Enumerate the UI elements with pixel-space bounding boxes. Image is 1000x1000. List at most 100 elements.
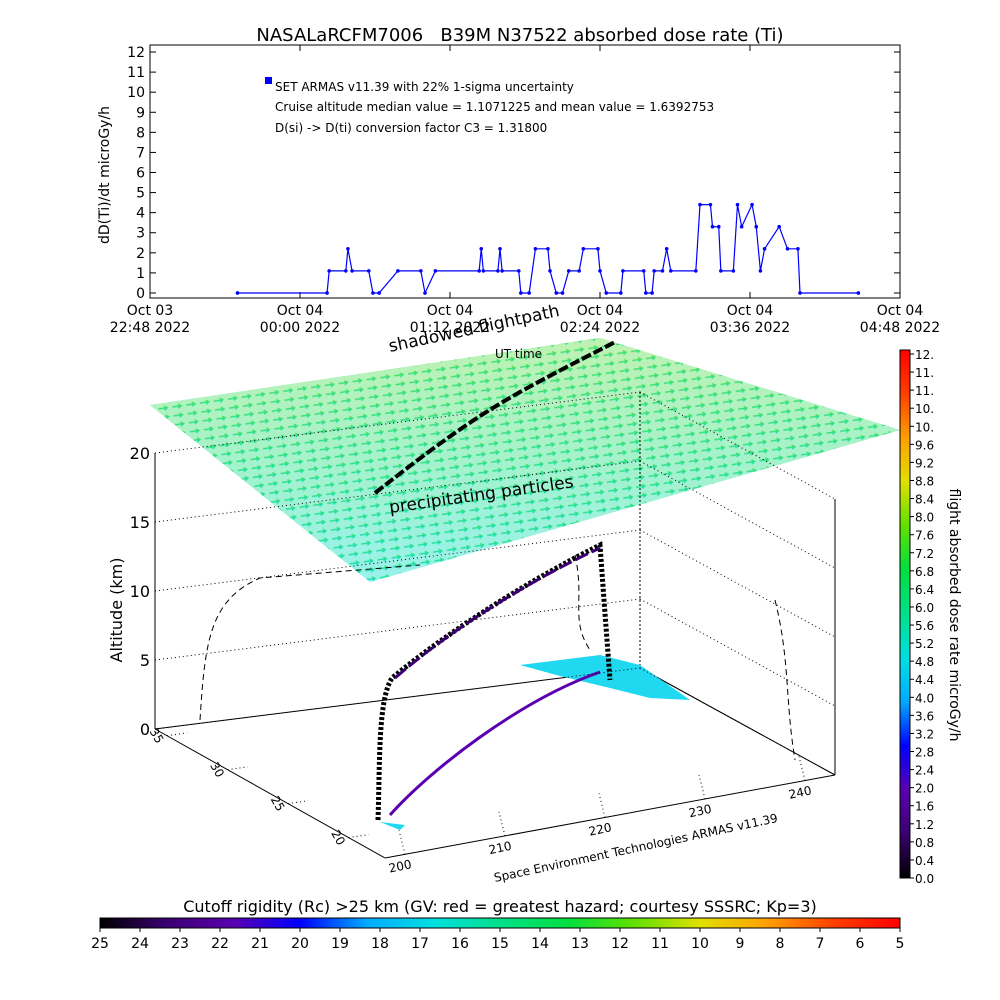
data-point [619, 291, 623, 295]
shadowed-flightpath [373, 340, 616, 495]
colorbar-tick-label: 24 [131, 936, 149, 952]
colorbar-tick-label: 3.6 [915, 709, 934, 723]
colorbar-tick-label: 0.0 [915, 872, 934, 886]
x-tick-label: 04:48 2022 [860, 320, 940, 336]
data-point [519, 291, 523, 295]
colorbar-tick-label: 6 [856, 936, 865, 952]
x-tick-label: 00:00 2022 [260, 320, 340, 336]
projection [774, 599, 796, 761]
y-tick-label: 25 [268, 794, 288, 814]
y-tick-label: 6 [136, 166, 145, 182]
colorbar-tick-label: 7.6 [915, 529, 934, 543]
colorbar-tick-label: 2.0 [915, 782, 934, 796]
data-point [669, 269, 673, 273]
y-tick-label: 2 [136, 246, 145, 262]
y-tick-label: 12 [127, 45, 145, 61]
y-tick-label: 5 [136, 186, 145, 202]
colorbar-tick-label: 8 [776, 936, 785, 952]
flightpath-color [394, 546, 601, 680]
y-tick-label: 35 [147, 726, 167, 746]
colorbar-tick-label: 8.8 [915, 474, 934, 488]
x-tick-label: Oct 03 [127, 303, 173, 319]
colorbar-tick-label: 4.4 [915, 673, 934, 687]
colorbar-tick-label: 8.4 [915, 493, 934, 507]
data-point [554, 291, 559, 295]
x-tick-label: 22:48 2022 [110, 320, 190, 336]
data-point [577, 269, 581, 273]
x-tick-label: 210 [488, 839, 513, 857]
x-tick-label: 200 [388, 857, 413, 875]
colorbar-tick-label: 5 [896, 936, 905, 952]
colorbar-tick-label: 12 [611, 936, 629, 952]
colorbar-tick-label: 12. [915, 348, 934, 362]
annotation: UT time [495, 347, 542, 361]
colorbar-tick-label: 10 [691, 936, 709, 952]
footer: Space Environment Technologies ARMAS v11… [493, 811, 779, 885]
colorbar-tick-label: 14 [531, 936, 549, 952]
data-point [498, 247, 502, 251]
colorbar-tick-label: 6.4 [915, 583, 934, 597]
data-point [566, 269, 571, 273]
data-point [581, 247, 586, 251]
colorbar-tick-label: 10. [915, 402, 934, 416]
colorbar-tick-label: 5.6 [915, 619, 934, 633]
projection [199, 564, 421, 721]
y-tick [348, 834, 369, 839]
cutoff-region [520, 655, 690, 700]
data-point [710, 224, 715, 229]
colorbar-tick-label: 10. [915, 420, 934, 434]
scene [150, 338, 900, 859]
z-grid [639, 529, 836, 638]
x-tick-label: Oct 04 [427, 303, 474, 319]
colorbar-tick-label: 19 [331, 936, 349, 952]
z-grid [154, 460, 641, 523]
x-tick-label: Oct 04 [727, 303, 774, 319]
data-point [796, 247, 800, 251]
data-point [479, 247, 484, 251]
data-point [739, 224, 744, 229]
data-point [344, 269, 348, 273]
x-tick-label: 01:12 2022 [410, 320, 490, 336]
colorbar-tick-label: 9.6 [915, 438, 934, 452]
data-point [621, 269, 625, 273]
annotation: Cruise altitude median value = 1.1071225… [275, 100, 714, 114]
data-point [604, 291, 609, 295]
cutoff-region [380, 822, 405, 830]
colorbar-tick-label: 15 [491, 936, 509, 952]
ground-track [388, 670, 601, 816]
legend-marker [265, 77, 272, 84]
colorbar [99, 917, 901, 929]
y-tick-label: 20 [328, 828, 348, 848]
colorbar-tick-label: 20 [291, 936, 309, 952]
data-point [708, 202, 713, 207]
data-point [785, 247, 790, 251]
colorbar-tick-label: 0.8 [915, 836, 934, 850]
z-grid [154, 598, 641, 661]
colorbar-tick-label: 1.6 [915, 800, 934, 814]
colorbar-tick-label: 7.2 [915, 547, 934, 561]
colorbar-tick-label: 11. [915, 366, 934, 380]
chart-title: NASALaRCFM7006 B39M N37522 absorbed dose… [256, 25, 783, 46]
y-tick-label: 9 [136, 105, 145, 121]
x-tick-label: 230 [688, 802, 713, 820]
colorbar-tick-label: 1.2 [915, 818, 934, 832]
x-tick-label: 03:36 2022 [710, 320, 790, 336]
data-point [641, 269, 646, 273]
y-tick-label: 10 [127, 85, 145, 101]
colorbar-tick-label: 23 [171, 936, 189, 952]
z-tick-label: 0 [140, 720, 150, 739]
annotation: D(si) -> D(ti) conversion factor C3 = 1.… [275, 121, 547, 135]
y-tick-label: 4 [136, 206, 145, 222]
y-tick [288, 800, 309, 805]
x-tick-label: 240 [788, 783, 813, 801]
x-tick [398, 830, 406, 855]
colorbar-tick-label: 2.4 [915, 764, 934, 778]
colorbar-tick-label: 11. [915, 384, 934, 398]
y-tick-label: 0 [136, 286, 145, 302]
colorbar-tick-label: 7 [816, 936, 825, 952]
y-tick-label: 8 [136, 125, 145, 141]
x-tick [498, 811, 506, 836]
data-point [496, 269, 500, 273]
x-tick-label: Oct 04 [277, 303, 324, 319]
colorbar-tick-label: 25 [91, 936, 109, 952]
